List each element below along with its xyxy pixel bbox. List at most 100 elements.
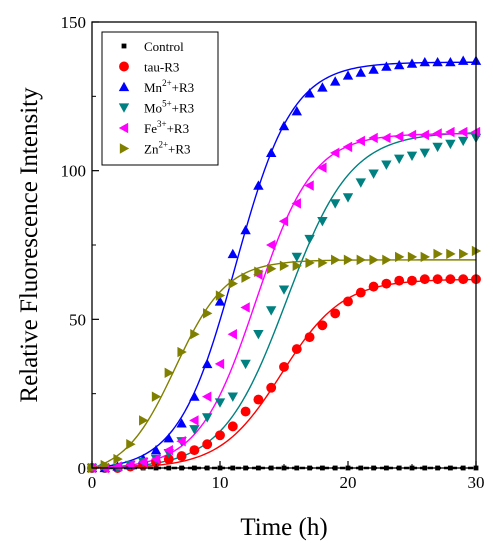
data-point-tau-r3 [317,320,328,331]
data-point-fe3-r3 [227,329,237,340]
data-point-mn2-r3 [163,433,174,443]
data-point-mo5-r3 [304,234,315,245]
data-point-fe3-r3 [406,129,417,141]
legend-label: Control [144,39,184,54]
legend-label-superscript: 5+ [162,99,172,109]
data-point-mo5-r3 [342,193,354,203]
legend-label: Mo5++R3 [144,99,194,116]
data-point-zn2-r3 [420,251,430,263]
data-point-mn2-r3 [240,224,251,235]
data-point-fe3-r3 [458,126,468,138]
data-point-fe3-r3 [150,453,161,465]
data-point-tau-r3 [227,421,238,432]
legend-label: Zn2++R3 [144,140,191,157]
data-point-mn2-r3 [394,59,405,70]
data-point-mn2-r3 [432,56,443,67]
data-point-mn2-r3 [150,444,162,455]
legend-marker-zn2-r3 [119,143,130,154]
data-point-fe3-r3 [202,391,212,402]
data-point-mn2-r3 [253,180,264,190]
legend-label-suffix: +R3 [167,121,190,136]
data-point-fe3-r3 [278,216,289,227]
legend-label-superscript: 2+ [158,140,168,150]
y-axis-title: Relative Fluorescence Intensity [16,87,43,403]
data-point-zn2-r3 [151,391,162,402]
data-point-fe3-r3 [355,135,365,147]
data-point-fe3-r3 [138,456,148,468]
legend-label: Fe3++R3 [144,119,189,136]
data-point-zn2-r3 [292,260,302,272]
y-tick-label: 50 [69,310,86,329]
y-tick-label: 150 [61,13,87,32]
data-point-fe3-r3 [163,444,173,456]
data-point-zn2-r3 [433,248,443,260]
data-point-tau-r3 [381,278,392,289]
data-point-fe3-r3 [189,415,199,426]
data-point-mo5-r3 [458,136,469,147]
legend-marker-mo5-r3 [118,103,130,113]
data-point-tau-r3 [266,382,277,393]
y-tick-label: 0 [78,459,87,478]
data-point-tau-r3 [240,406,251,417]
data-point-fe3-r3 [304,180,314,191]
data-point-tau-r3 [343,296,353,307]
x-tick-label: 20 [340,473,357,492]
data-point-fe3-r3 [394,131,404,142]
data-point-mo5-r3 [419,148,430,159]
data-point-tau-r3 [189,445,200,456]
data-point-fe3-r3 [112,461,122,472]
data-point-fe3-r3 [368,132,378,144]
data-point-mo5-r3 [240,359,251,370]
x-axis-title: Time (h) [240,514,327,541]
data-point-mn2-r3 [266,147,277,157]
data-point-fe3-r3 [291,198,301,209]
data-point-mo5-r3 [445,139,456,150]
data-point-mn2-r3 [176,418,187,428]
legend-label-base: Mn [144,80,163,95]
legend-label-base: Control [144,39,184,54]
series-tau-r3 [87,274,481,473]
axes: 0 10 20 30 0 50 100 150 [61,13,485,492]
data-point-mn2-r3 [368,64,379,74]
legend-label-base: Fe [144,121,157,136]
data-point-mn2-r3 [381,61,392,71]
data-point-fe3-r3 [445,126,455,138]
data-point-mn2-r3 [189,391,200,401]
x-tick-label: 30 [468,473,485,492]
data-point-mn2-r3 [304,88,315,98]
legend-marker-mn2-r3 [118,81,130,92]
data-point-mo5-r3 [227,392,238,402]
data-point-mo5-r3 [214,398,226,408]
data-point-zn2-r3 [177,346,187,358]
data-point-mo5-r3 [355,178,366,188]
data-point-mn2-r3 [330,76,341,86]
data-point-mo5-r3 [317,217,328,227]
legend-marker-tau-r3 [119,61,129,72]
y-tick-label: 100 [61,162,87,181]
data-point-mn2-r3 [458,55,469,65]
data-point-tau-r3 [304,332,315,343]
data-point-zn2-r3 [343,254,354,266]
data-point-tau-r3 [445,274,456,285]
data-point-zn2-r3 [126,439,136,450]
data-point-zn2-r3 [356,254,366,266]
legend-label-base: Mo [144,101,162,116]
legend-label-superscript: 2+ [162,78,172,88]
data-point-mn2-r3 [355,67,366,77]
data-point-zn2-r3 [279,260,290,272]
data-point-zn2-r3 [139,415,149,426]
data-point-zn2-r3 [369,254,379,266]
data-point-tau-r3 [253,394,264,405]
data-point-fe3-r3 [214,358,225,370]
data-point-tau-r3 [355,287,366,298]
data-point-mo5-r3 [291,252,302,263]
data-point-fe3-r3 [317,162,327,173]
data-point-tau-r3 [202,439,213,450]
series-mo5-r3 [86,133,482,474]
data-point-mo5-r3 [266,306,277,316]
data-point-zn2-r3 [331,254,341,266]
data-point-zn2-r3 [267,263,277,274]
data-point-mn2-r3 [317,82,328,92]
data-point-zn2-r3 [305,257,315,269]
